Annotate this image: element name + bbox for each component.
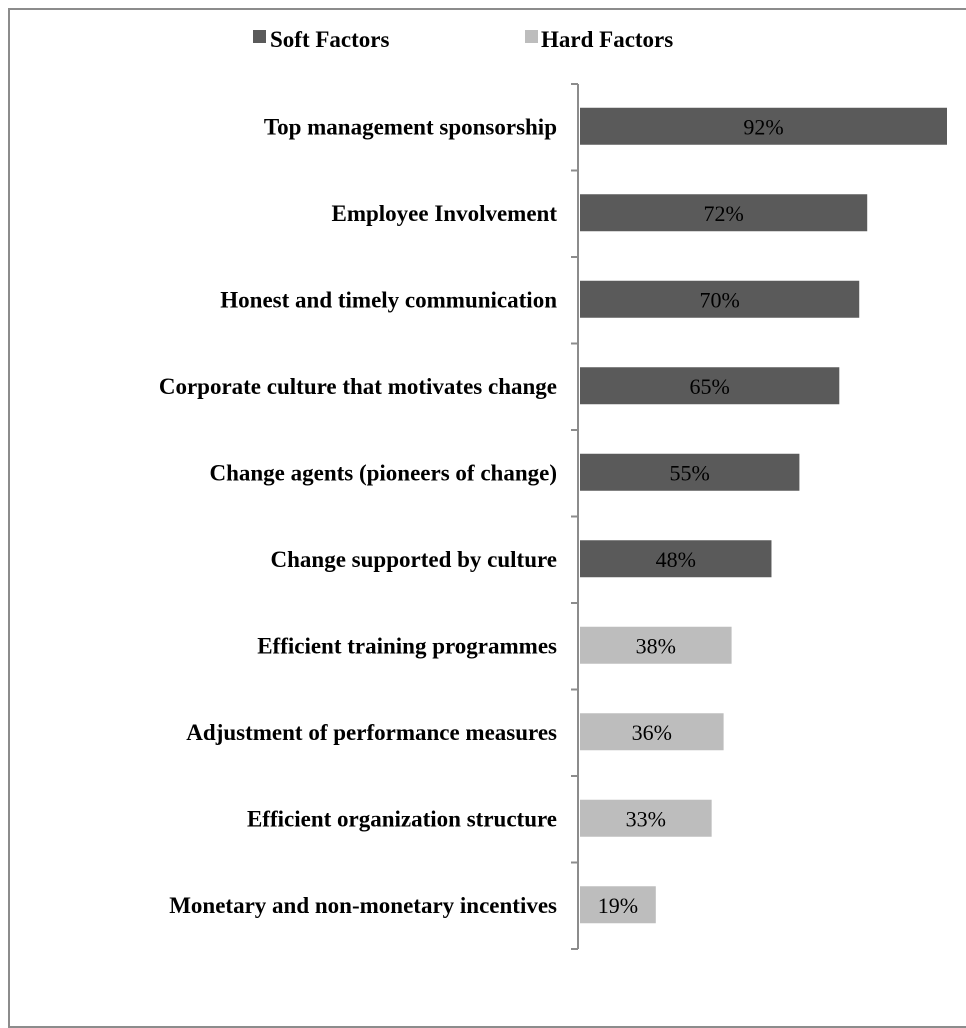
category-label: Monetary and non-monetary incentives: [169, 893, 557, 918]
bar: [580, 540, 772, 578]
bar: [580, 107, 947, 145]
value-label: 55%: [670, 460, 710, 485]
category-label: Change agents (pioneers of change): [209, 460, 557, 485]
category-label: Efficient organization structure: [247, 806, 557, 831]
category-label: Top management sponsorship: [264, 114, 557, 139]
horizontal-bar-chart: Soft Factors Hard Factors Top management…: [159, 27, 947, 950]
legend: Soft Factors Hard Factors: [253, 27, 673, 52]
value-label: 48%: [656, 547, 696, 572]
bar: [580, 713, 724, 751]
legend-swatch-hard-factors: [525, 30, 538, 43]
category-label: Honest and timely communication: [220, 287, 557, 312]
category-label: Adjustment of performance measures: [186, 720, 557, 745]
bar: [580, 194, 868, 232]
bar: [580, 626, 732, 664]
value-label: 92%: [743, 114, 783, 139]
legend-swatch-soft-factors: [253, 30, 266, 43]
bar: [580, 280, 860, 318]
value-label: 72%: [703, 201, 743, 226]
category-label: Corporate culture that motivates change: [159, 374, 557, 399]
bar: [580, 453, 800, 491]
value-label: 38%: [636, 633, 676, 658]
value-label: 36%: [632, 720, 672, 745]
category-labels: Top management sponsorship Employee Invol…: [159, 114, 558, 918]
bar: [580, 886, 656, 924]
category-label: Change supported by culture: [271, 547, 557, 572]
category-label: Employee Involvement: [331, 201, 557, 226]
category-label: Efficient training programmes: [257, 633, 557, 658]
category-axis: [571, 83, 579, 950]
bar: [580, 367, 840, 405]
value-label: 19%: [598, 893, 638, 918]
value-label: 65%: [689, 374, 729, 399]
bar: [580, 799, 712, 837]
value-labels: 92% 72% 70% 65% 55% 48% 38% 36% 33% 19%: [598, 114, 784, 918]
legend-label-hard-factors: Hard Factors: [541, 27, 673, 52]
value-label: 70%: [699, 287, 739, 312]
chart-frame: [8, 8, 966, 1028]
bars: [580, 107, 947, 924]
value-label: 33%: [626, 806, 666, 831]
legend-label-soft-factors: Soft Factors: [270, 27, 389, 52]
